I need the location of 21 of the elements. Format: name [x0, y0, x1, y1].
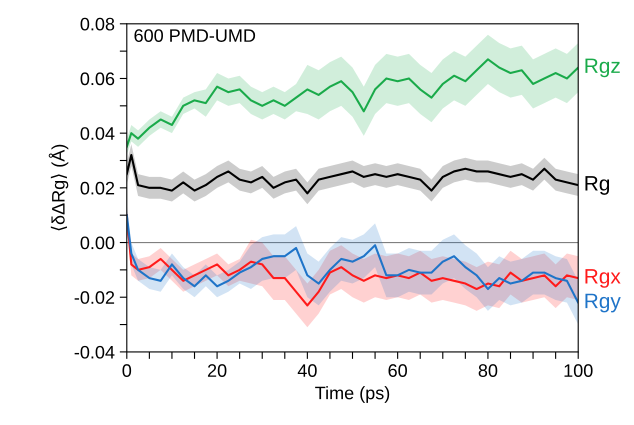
x-tick-label: 40: [298, 364, 317, 377]
y-tick-label: 0.00: [80, 236, 114, 250]
x-tick-label: 0: [122, 364, 132, 377]
y-tick-label: -0.04: [74, 346, 114, 359]
series-label: Rgx: [585, 269, 621, 288]
y-tick-label: 0.02: [80, 182, 114, 195]
x-tick-label: 60: [388, 364, 407, 377]
line-series: [126, 58, 578, 148]
x-axis-title: Time (ps): [315, 386, 390, 403]
y-tick-label: 0.04: [80, 127, 114, 140]
series-label: Rg: [585, 176, 610, 195]
series-label: Rgy: [585, 294, 621, 312]
x-tick-label: 100: [564, 364, 593, 377]
y-axis-title: ⟨δΔRg⟩ (Å): [48, 144, 68, 230]
x-tick-label: 20: [208, 364, 226, 377]
y-tick-label: 0.08: [80, 18, 114, 31]
x-tick-label: 80: [478, 364, 498, 377]
annotation: 600 PMD-UMD: [134, 29, 256, 42]
y-tick-label: -0.02: [74, 291, 114, 304]
y-tick-label: 0.06: [80, 72, 114, 86]
series-label: Rgz: [585, 58, 620, 78]
